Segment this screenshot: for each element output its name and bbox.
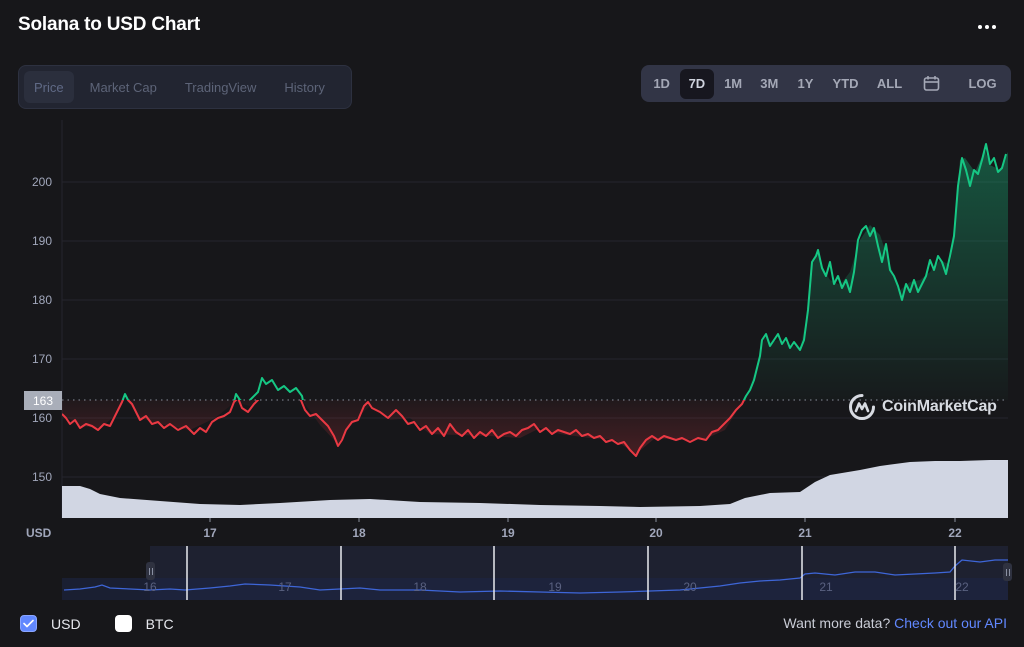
x-tick-18: 18	[352, 526, 366, 540]
tab-market-cap[interactable]: Market Cap	[89, 79, 157, 95]
usd-label: USD	[51, 615, 81, 632]
coinmarketcap-watermark: CoinMarketCap	[848, 393, 997, 421]
api-link[interactable]: Check out our API	[894, 615, 1007, 631]
x-tick-22: 22	[948, 526, 962, 540]
api-prompt-text: Want more data?	[783, 615, 891, 631]
range-3m-button[interactable]: 3M	[760, 76, 779, 91]
range-1d-button[interactable]: 1D	[653, 76, 670, 91]
navigator-label-21: 21	[819, 580, 833, 594]
y-tick-180: 180	[31, 293, 52, 307]
range-button-group: 1D 7D 1M 3M 1Y YTD ALL LOG	[641, 65, 1011, 102]
price-line-below	[62, 400, 746, 457]
coinmarketcap-logo-icon	[849, 394, 875, 420]
navigator-label-20: 20	[683, 580, 697, 594]
grid-lines	[61, 120, 1008, 518]
navigator-label-16: 16	[143, 580, 157, 594]
date-range-button[interactable]	[911, 69, 952, 99]
ellipsis-dot	[992, 25, 996, 29]
ellipsis-horizontal-icon	[978, 25, 982, 29]
range-ytd-button[interactable]: YTD	[832, 76, 859, 91]
more-options-button[interactable]	[978, 22, 1000, 32]
y-tick-190: 190	[31, 234, 52, 248]
btc-label: BTC	[145, 615, 174, 632]
y-axis-currency-label: USD	[26, 526, 52, 540]
volume-area	[62, 460, 1008, 518]
range-7d-button[interactable]: 7D	[680, 68, 714, 99]
navigator-label-19: 19	[548, 580, 562, 594]
range-1m-button[interactable]: 1M	[724, 76, 743, 91]
btc-checkbox[interactable]	[114, 615, 132, 632]
price-line-above	[121, 143, 1007, 400]
navigator[interactable]	[62, 546, 1008, 600]
range-all-button[interactable]: ALL	[876, 76, 903, 91]
calendar-icon	[923, 76, 940, 91]
navigator-right-handle[interactable]	[1003, 563, 1012, 581]
checkmark-icon	[23, 619, 34, 628]
current-price-tag: 163	[24, 391, 62, 410]
usd-checkbox[interactable]	[20, 615, 37, 632]
y-tick-160: 160	[31, 411, 52, 425]
x-tick-19: 19	[501, 526, 515, 540]
page-title: Solana to USD Chart	[18, 14, 200, 35]
watermark-text: CoinMarketCap	[882, 398, 997, 415]
navigator-left-handle[interactable]	[146, 562, 155, 580]
y-tick-150: 150	[31, 470, 52, 484]
tab-price[interactable]: Price	[24, 71, 74, 103]
tab-history[interactable]: History	[284, 79, 325, 95]
log-scale-toggle[interactable]: LOG	[968, 76, 997, 91]
y-tick-200: 200	[31, 175, 52, 189]
ellipsis-dot	[985, 25, 989, 29]
y-tick-170: 170	[31, 352, 52, 366]
navigator-label-22: 22	[955, 580, 969, 594]
navigator-label-17: 17	[278, 580, 292, 594]
x-ticks	[209, 518, 956, 522]
view-tab-group: Price Market Cap TradingView History	[18, 65, 352, 109]
range-1y-button[interactable]: 1Y	[797, 76, 814, 91]
x-tick-17: 17	[203, 526, 217, 540]
tab-tradingview[interactable]: TradingView	[184, 79, 257, 95]
x-tick-20: 20	[649, 526, 663, 540]
api-promo: Want more data? Check out our API	[783, 615, 1007, 631]
navigator-label-18: 18	[413, 580, 427, 594]
currency-legend: USD BTC	[20, 615, 174, 632]
x-tick-21: 21	[798, 526, 812, 540]
